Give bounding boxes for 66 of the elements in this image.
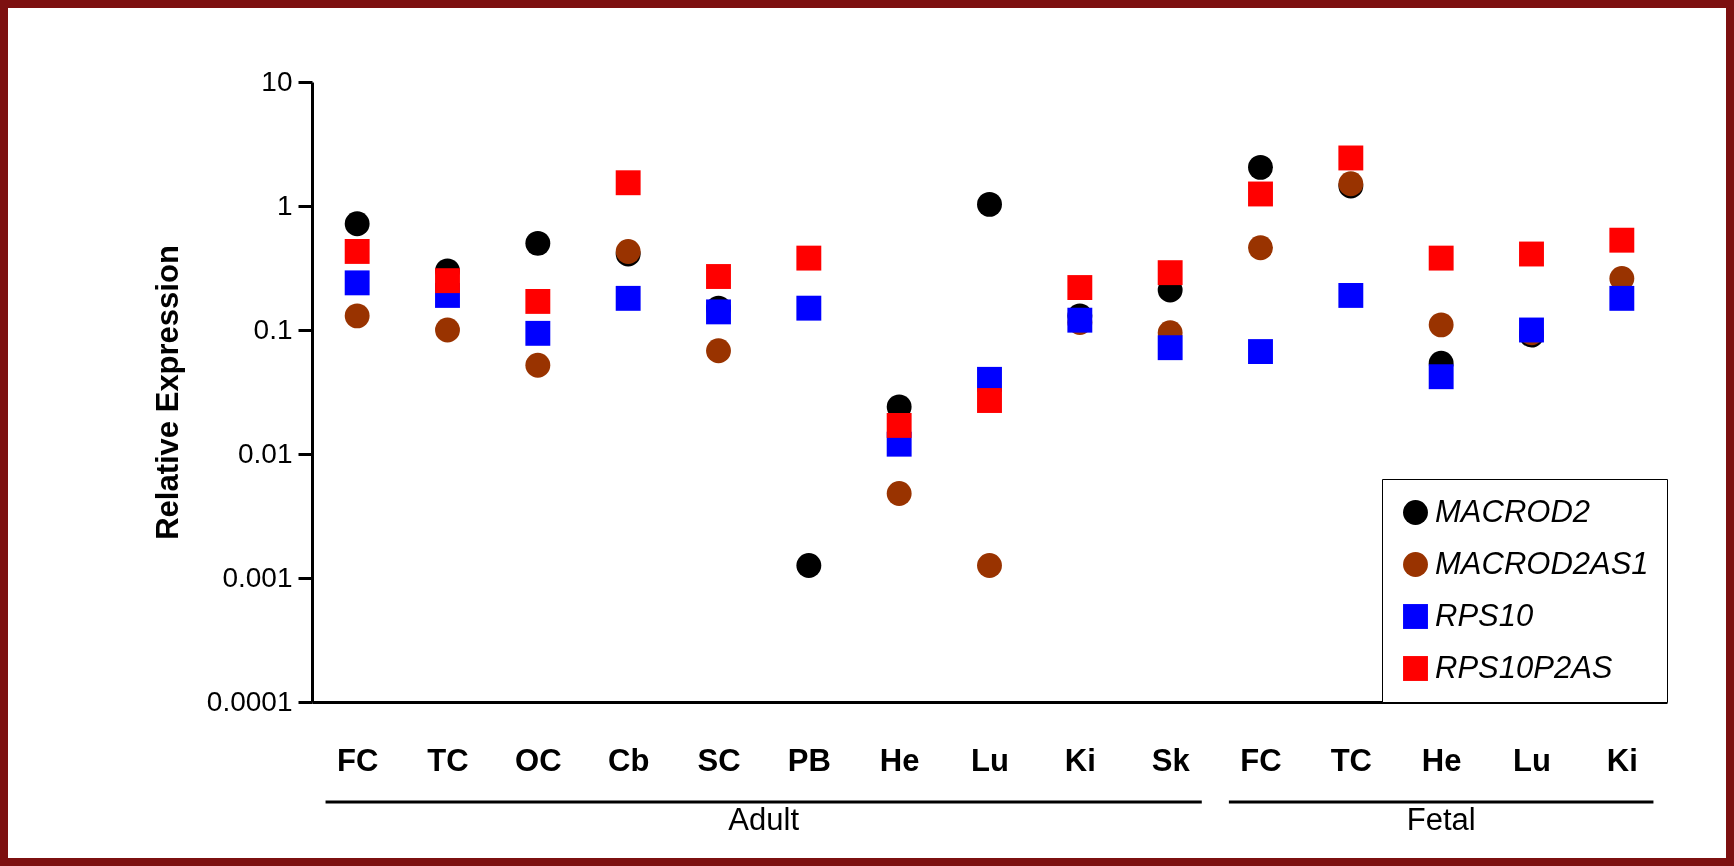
point bbox=[1428, 364, 1454, 390]
point bbox=[615, 285, 641, 311]
text: Fetal bbox=[1406, 802, 1476, 837]
point bbox=[796, 295, 822, 321]
point bbox=[1248, 339, 1273, 365]
x-tick-label: He bbox=[1421, 742, 1462, 778]
x-tick-label: FC bbox=[1240, 742, 1282, 778]
x-tick-label: TC bbox=[1330, 742, 1372, 778]
x-tick-label: OC bbox=[515, 742, 562, 778]
y-axis-title: Relative Expression bbox=[149, 245, 185, 540]
x-tick-label: Lu bbox=[971, 742, 1009, 778]
point bbox=[1338, 282, 1364, 308]
point bbox=[1338, 145, 1364, 171]
point bbox=[525, 352, 551, 378]
point bbox=[977, 553, 1002, 578]
point bbox=[1248, 235, 1273, 261]
legend-label: MACROD2AS1 bbox=[1435, 545, 1649, 581]
legend-label: MACROD2 bbox=[1435, 493, 1591, 529]
point bbox=[344, 239, 370, 264]
point bbox=[1067, 275, 1093, 300]
y-tick-label: 0.1 bbox=[253, 313, 293, 345]
point bbox=[706, 338, 731, 364]
x-tick-label: TC bbox=[427, 742, 469, 778]
point bbox=[1428, 245, 1454, 271]
x-tick-label: Lu bbox=[1513, 742, 1551, 778]
x-tick-label: PB bbox=[787, 742, 831, 778]
point bbox=[796, 245, 822, 271]
point bbox=[977, 388, 1002, 413]
point bbox=[1157, 335, 1183, 361]
point bbox=[525, 288, 551, 314]
x-tick-label: Sk bbox=[1151, 742, 1191, 778]
point bbox=[1248, 181, 1273, 207]
point bbox=[344, 303, 370, 329]
point bbox=[1609, 285, 1635, 311]
x-tick-label: Ki bbox=[1606, 742, 1638, 778]
legend-label: RPS10P2AS bbox=[1435, 649, 1613, 685]
point bbox=[977, 191, 1002, 217]
point bbox=[796, 553, 822, 578]
point bbox=[706, 264, 731, 289]
point bbox=[886, 412, 912, 438]
x-tick-label: Ki bbox=[1064, 742, 1096, 778]
x-tick-label: He bbox=[879, 742, 920, 778]
x-tick-label: FC bbox=[337, 742, 379, 778]
y-tick-label: 0.001 bbox=[222, 561, 293, 593]
point bbox=[525, 320, 551, 346]
point bbox=[615, 170, 641, 196]
x-tick-label: Cb bbox=[608, 742, 650, 778]
point bbox=[435, 317, 460, 343]
point bbox=[1248, 154, 1273, 180]
point bbox=[886, 481, 912, 506]
point bbox=[1609, 227, 1635, 253]
point bbox=[1428, 312, 1454, 338]
legend-label: RPS10 bbox=[1435, 597, 1534, 633]
point bbox=[525, 230, 551, 256]
point bbox=[344, 270, 370, 296]
x-tick-label: SC bbox=[697, 742, 741, 778]
point bbox=[344, 211, 370, 237]
point bbox=[1157, 260, 1183, 286]
y-tick-label: 0.01 bbox=[238, 437, 293, 469]
y-tick-label: 10 bbox=[261, 65, 293, 97]
point bbox=[1519, 241, 1544, 267]
y-tick-label: 1 bbox=[276, 189, 293, 221]
y-tick-label: 0.0001 bbox=[206, 685, 293, 717]
text: Adult bbox=[728, 802, 800, 837]
point bbox=[706, 299, 731, 325]
point bbox=[435, 268, 460, 294]
